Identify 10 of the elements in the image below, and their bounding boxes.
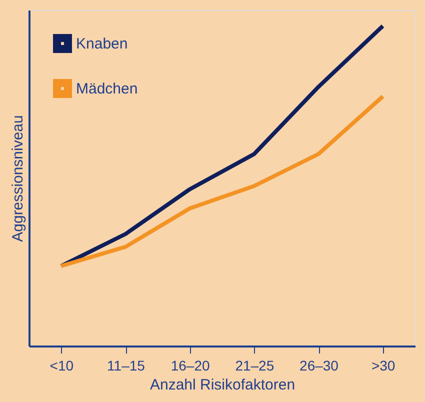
x-tick-label: 21–25 — [235, 358, 274, 374]
x-tick-label: 26–30 — [300, 358, 339, 374]
x-axis-title: Anzahl Risikofaktoren — [150, 376, 296, 394]
y-axis-title: Aggressionsniveau — [10, 115, 26, 242]
x-tick-label: >30 — [371, 358, 396, 374]
x-tick-label: 11–15 — [107, 358, 146, 374]
legend-label: Knaben — [76, 36, 128, 52]
x-tick-label: 16–20 — [170, 358, 210, 374]
legend-label: Mädchen — [76, 80, 138, 98]
x-tick-label: <10 — [50, 358, 74, 374]
